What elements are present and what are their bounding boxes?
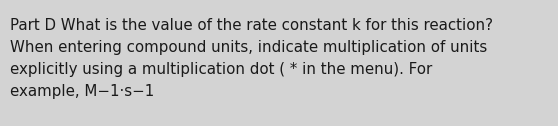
Text: Part D What is the value of the rate constant k for this reaction?: Part D What is the value of the rate con…: [10, 18, 493, 33]
Text: When entering compound units, indicate multiplication of units: When entering compound units, indicate m…: [10, 40, 487, 55]
Text: explicitly using a multiplication dot ( * in the menu). For: explicitly using a multiplication dot ( …: [10, 62, 432, 77]
Text: example, M−1·s−1: example, M−1·s−1: [10, 84, 154, 99]
